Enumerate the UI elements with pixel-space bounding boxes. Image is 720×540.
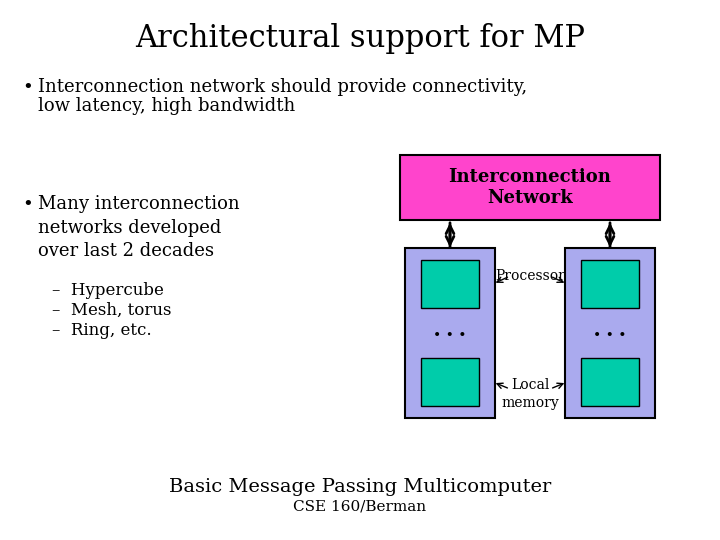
Text: CSE 160/Berman: CSE 160/Berman	[294, 500, 426, 514]
Text: • • •: • • •	[433, 328, 467, 342]
Text: –  Ring, etc.: – Ring, etc.	[52, 322, 152, 339]
FancyBboxPatch shape	[405, 248, 495, 418]
FancyBboxPatch shape	[581, 260, 639, 308]
Text: Local
memory: Local memory	[501, 379, 559, 410]
Text: Many interconnection
networks developed
over last 2 decades: Many interconnection networks developed …	[38, 195, 240, 260]
Text: –  Hypercube: – Hypercube	[52, 282, 164, 299]
Text: Processor: Processor	[495, 269, 565, 283]
Text: low latency, high bandwidth: low latency, high bandwidth	[38, 97, 295, 115]
FancyBboxPatch shape	[421, 358, 479, 406]
Text: Basic Message Passing Multicomputer: Basic Message Passing Multicomputer	[169, 478, 551, 496]
FancyBboxPatch shape	[400, 155, 660, 220]
Text: •: •	[22, 195, 32, 213]
Text: • • •: • • •	[593, 328, 626, 342]
FancyBboxPatch shape	[421, 260, 479, 308]
FancyBboxPatch shape	[565, 248, 655, 418]
Text: Interconnection network should provide connectivity,: Interconnection network should provide c…	[38, 78, 527, 96]
FancyBboxPatch shape	[581, 358, 639, 406]
Text: •: •	[22, 78, 32, 96]
Text: Interconnection
Network: Interconnection Network	[449, 168, 611, 207]
Text: Architectural support for MP: Architectural support for MP	[135, 23, 585, 53]
Text: –  Mesh, torus: – Mesh, torus	[52, 302, 171, 319]
